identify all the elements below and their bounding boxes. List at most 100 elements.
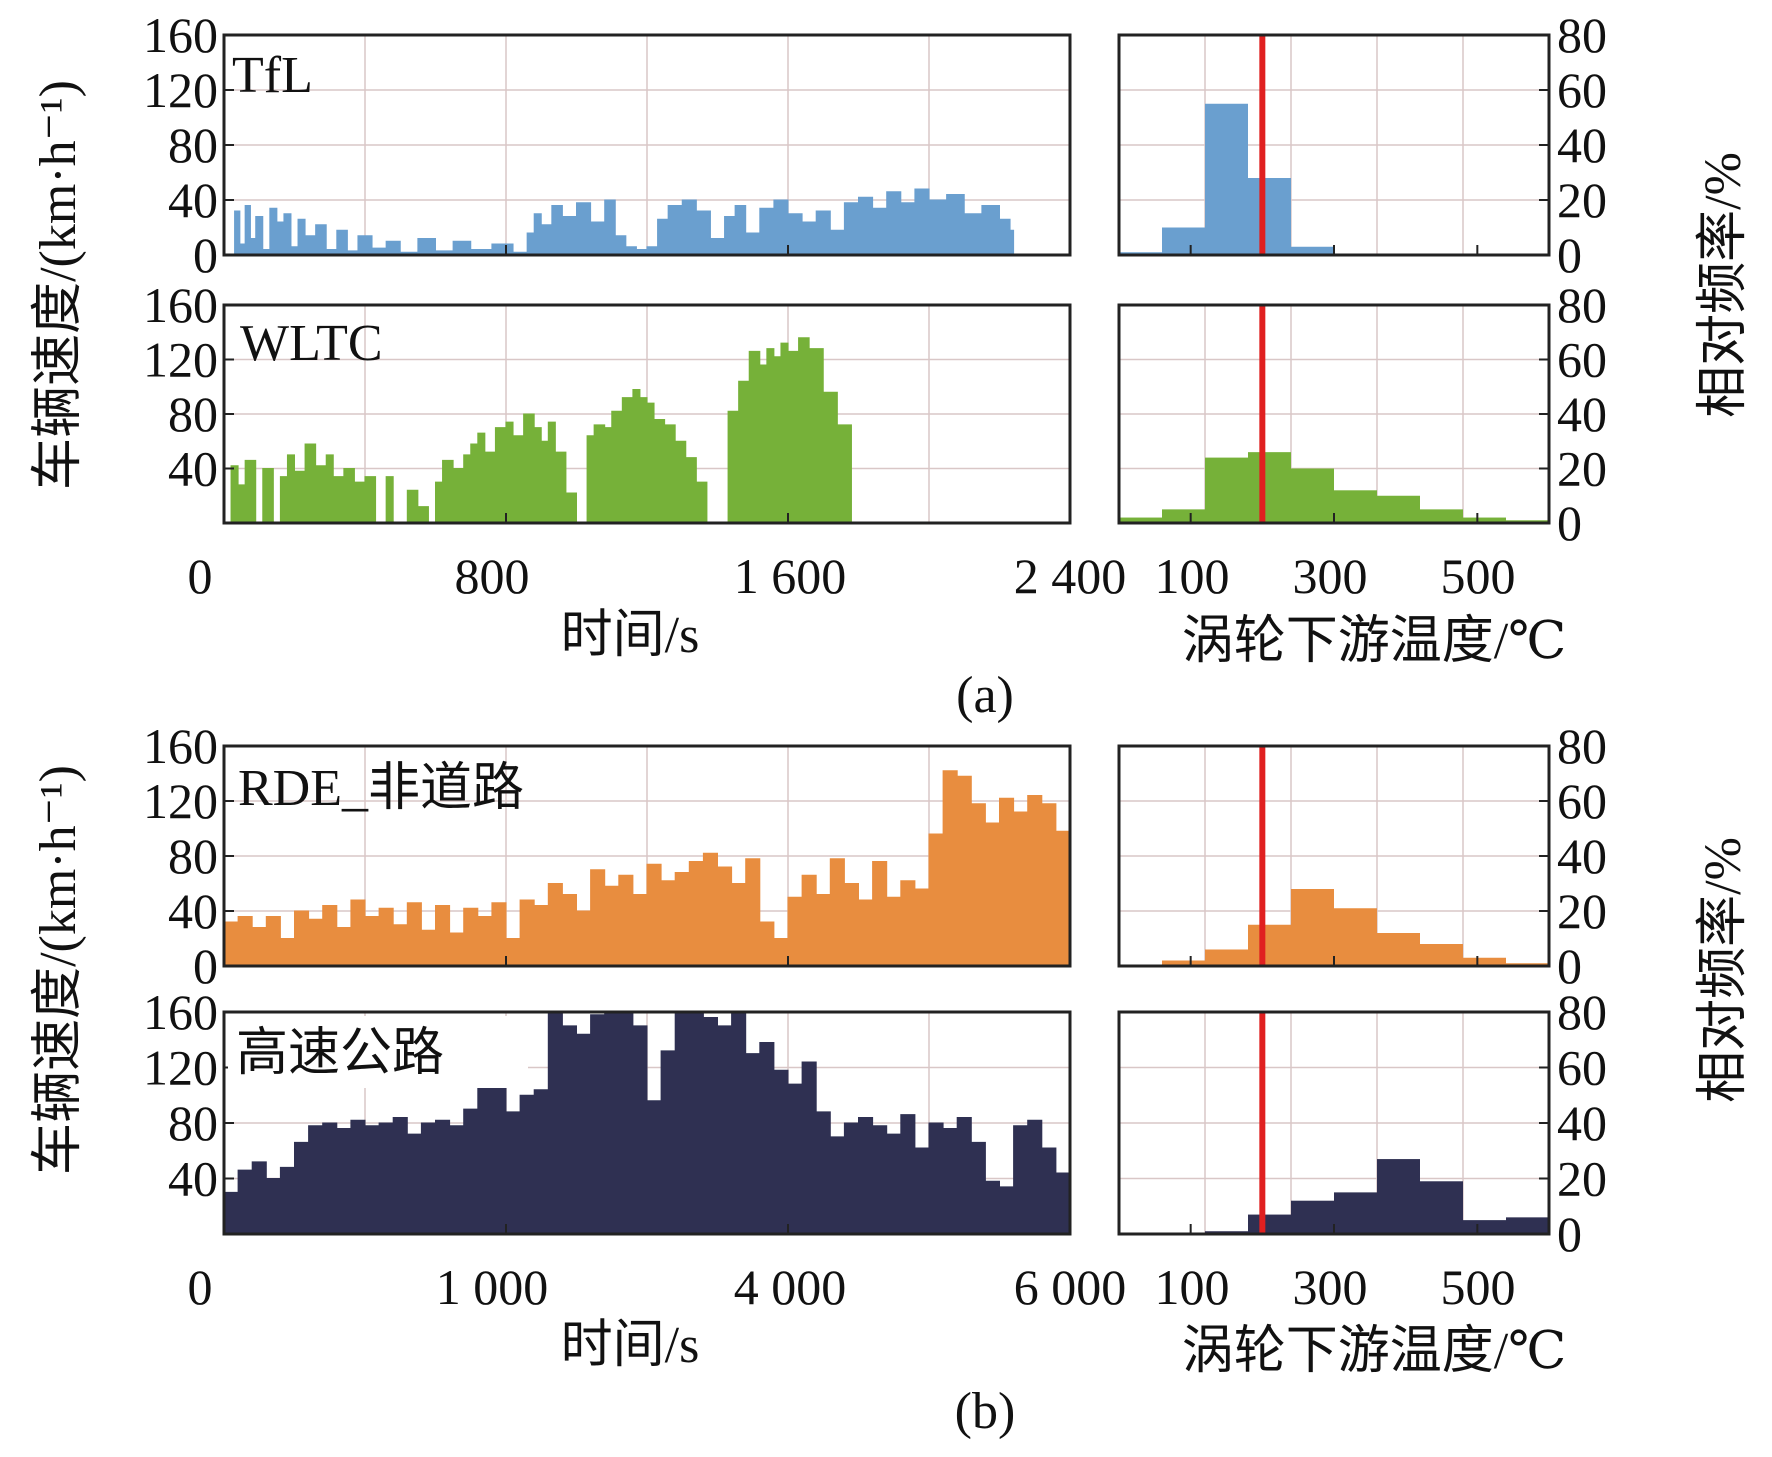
histogram-bar: [1420, 1181, 1463, 1234]
x-tick-label: 100: [1155, 548, 1230, 604]
histogram-bar: [1377, 933, 1420, 966]
y-tick-label: 20: [1557, 441, 1607, 497]
speed-series-area: [224, 337, 866, 524]
x-tick-label: 0: [188, 548, 213, 604]
frequency-axis-title-b: 相对频率/%: [1695, 837, 1752, 1103]
panel-title: WLTC: [240, 315, 383, 372]
histogram-bar: [1377, 1159, 1420, 1234]
speed-axis-title-b: 车辆速度/(km·h⁻¹): [30, 765, 87, 1175]
y-tick-label: 20: [1557, 172, 1607, 228]
histogram-bar: [1205, 949, 1248, 966]
y-tick-label: 120: [143, 62, 218, 118]
y-tick-label: 160: [143, 277, 218, 333]
histogram-bar: [1463, 957, 1506, 966]
histogram-bar: [1463, 1220, 1506, 1234]
y-tick-label: 80: [1557, 277, 1607, 333]
histogram-bar: [1162, 227, 1205, 255]
histogram-bar: [1119, 517, 1162, 523]
temp-axis-title-a: 涡轮下游温度/℃: [1182, 613, 1567, 670]
y-tick-label: 60: [1557, 332, 1607, 388]
y-tick-label: 0: [1557, 1206, 1582, 1262]
y-tick-label: 60: [1557, 62, 1607, 118]
y-tick-label: 120: [143, 332, 218, 388]
y-tick-label: 80: [168, 1095, 218, 1151]
histogram-bar: [1334, 490, 1377, 523]
x-tick-label: 300: [1293, 1259, 1368, 1315]
histogram-bar: [1291, 468, 1334, 523]
x-tick-label: 100: [1155, 1259, 1230, 1315]
y-tick-label: 0: [1557, 938, 1582, 994]
y-tick-label: 80: [168, 117, 218, 173]
y-tick-label: 0: [193, 227, 218, 283]
part-label-b: (b): [955, 1383, 1016, 1440]
histogram-bar: [1205, 457, 1248, 523]
y-tick-label: 40: [168, 172, 218, 228]
time-axis-title-a: 时间/s: [561, 607, 700, 664]
y-tick-label: 80: [1557, 984, 1607, 1040]
histogram-bar: [1248, 1214, 1291, 1234]
y-tick-label: 40: [1557, 117, 1607, 173]
y-tick-label: 40: [1557, 828, 1607, 884]
histogram-bar: [1291, 246, 1334, 255]
y-tick-label: 40: [1557, 386, 1607, 442]
histogram-bar: [1248, 924, 1291, 966]
y-tick-label: 20: [1557, 883, 1607, 939]
title-backdrop: [228, 1016, 528, 1088]
histogram-bar: [1334, 908, 1377, 966]
x-tick-label: 1 000: [436, 1259, 549, 1315]
y-tick-label: 80: [168, 828, 218, 884]
histogram-bar: [1420, 509, 1463, 523]
histogram-bar: [1162, 509, 1205, 523]
panel-title: 高速公路: [236, 1025, 444, 1082]
time-axis-title-b: 时间/s: [561, 1317, 700, 1374]
y-tick-label: 40: [168, 441, 218, 497]
histogram-bar: [1248, 452, 1291, 523]
y-tick-label: 40: [168, 1151, 218, 1207]
speed-series-area: [224, 188, 1015, 256]
histogram-bar: [1248, 178, 1291, 255]
y-tick-label: 120: [143, 1040, 218, 1096]
y-tick-label: 0: [193, 938, 218, 994]
y-tick-label: 80: [168, 386, 218, 442]
x-tick-label: 500: [1441, 1259, 1516, 1315]
y-tick-label: 40: [1557, 1095, 1607, 1151]
histogram-bar: [1334, 1192, 1377, 1234]
x-tick-label: 500: [1441, 548, 1516, 604]
panel-title: TfL: [232, 47, 313, 104]
y-tick-label: 0: [1557, 495, 1582, 551]
x-tick-label: 2 400: [1014, 548, 1127, 604]
histogram-bar: [1420, 944, 1463, 966]
y-tick-label: 60: [1557, 1040, 1607, 1096]
histogram-bar: [1463, 517, 1506, 523]
x-tick-label: 4 000: [734, 1259, 847, 1315]
panel-title: RDE_非道路: [238, 760, 524, 817]
histogram-bar: [1291, 1200, 1334, 1234]
histogram-bar: [1377, 495, 1420, 523]
y-tick-label: 80: [1557, 718, 1607, 774]
y-tick-label: 40: [168, 883, 218, 939]
x-tick-label: 1 600: [734, 548, 847, 604]
part-label-a: (a): [956, 667, 1014, 724]
y-tick-label: 160: [143, 718, 218, 774]
x-tick-label: 800: [455, 548, 530, 604]
histogram-bar: [1506, 1217, 1549, 1234]
x-tick-label: 300: [1293, 548, 1368, 604]
temp-axis-title-b: 涡轮下游温度/℃: [1182, 1323, 1567, 1380]
histogram-bar: [1162, 960, 1205, 966]
y-tick-label: 0: [1557, 227, 1582, 283]
y-tick-label: 60: [1557, 773, 1607, 829]
speed-axis-title-a: 车辆速度/(km·h⁻¹): [30, 80, 87, 490]
frequency-axis-title-a: 相对频率/%: [1695, 152, 1752, 418]
y-tick-label: 80: [1557, 7, 1607, 63]
speed-series-area: [223, 770, 1071, 967]
histogram-bar: [1291, 889, 1334, 966]
y-tick-label: 120: [143, 773, 218, 829]
